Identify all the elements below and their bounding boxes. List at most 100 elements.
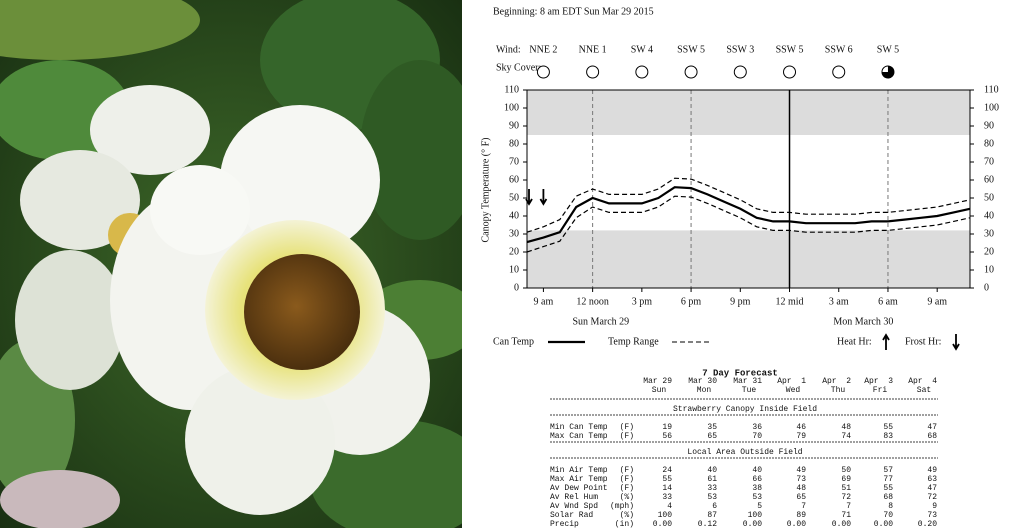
column-day: Sat xyxy=(917,386,931,395)
cell: 89 xyxy=(796,511,806,520)
sky-cover-icon xyxy=(733,65,747,79)
sky-cover-icon xyxy=(783,65,797,79)
sky-cover-label: Sky Cover: xyxy=(496,62,541,73)
column-day: Wed xyxy=(786,386,801,395)
frost-label: Frost Hr: xyxy=(905,336,941,347)
cell: 7 xyxy=(846,502,851,511)
cell: 47 xyxy=(927,484,937,493)
frost-legend-arrow xyxy=(952,334,960,351)
cell: 7 xyxy=(801,502,806,511)
wind-label: NNE 2 xyxy=(529,44,557,55)
cell: 5 xyxy=(757,502,762,511)
sky-cover-icon xyxy=(635,65,649,79)
row-label: Min Can Temp xyxy=(550,423,608,432)
y-tick-label: 70 xyxy=(509,156,519,167)
x-tick-label: 9 am xyxy=(534,296,554,307)
wind-label: SSW 5 xyxy=(776,44,804,55)
cell: 35 xyxy=(707,423,717,432)
series-line xyxy=(526,177,971,233)
cell: 50 xyxy=(841,466,851,475)
row-label: Av Rel Hum xyxy=(550,493,598,502)
x-group-label: Sun March 29 xyxy=(572,316,629,327)
wind-label: NNE 1 xyxy=(579,44,607,55)
cell: 0.00 xyxy=(743,520,762,528)
row-label: Max Can Temp xyxy=(550,432,608,441)
photo xyxy=(0,0,490,528)
shaded-band xyxy=(527,90,970,135)
cell: 79 xyxy=(796,432,806,441)
cell: 55 xyxy=(662,475,672,484)
y-tick-label: 110 xyxy=(504,84,519,95)
row-unit: (%) xyxy=(620,493,634,502)
row-label: Precip xyxy=(550,520,579,528)
cell: 69 xyxy=(841,475,851,484)
column-day: Fri xyxy=(873,386,888,395)
x-tick-label: 6 pm xyxy=(681,296,702,307)
x-tick-label: 12 mid xyxy=(775,296,803,307)
wind-label: Wind: xyxy=(496,44,521,55)
cell: 56 xyxy=(662,432,672,441)
cell: 0.00 xyxy=(787,520,806,528)
cell: 68 xyxy=(883,493,893,502)
sky-cover-icon xyxy=(832,65,846,79)
column-date: Mar 30 xyxy=(688,377,717,386)
row-unit: (F) xyxy=(620,466,634,475)
y2-tick-label: 60 xyxy=(984,174,994,185)
column-day: Sun xyxy=(652,386,667,395)
cell: 38 xyxy=(752,484,762,493)
forecast-title: 7 Day Forecast xyxy=(702,368,778,378)
cell: 63 xyxy=(927,475,937,484)
cell: 4 xyxy=(667,502,672,511)
y2-tick-label: 20 xyxy=(984,246,994,257)
cell: 74 xyxy=(841,432,851,441)
cell: 53 xyxy=(752,493,762,502)
y-tick-label: 50 xyxy=(509,192,519,203)
cell: 55 xyxy=(883,423,893,432)
cell: 40 xyxy=(752,466,762,475)
row-label: Min Air Temp xyxy=(550,466,608,475)
sky-cover-icon xyxy=(586,65,600,79)
y2-tick-label: 110 xyxy=(984,84,999,95)
cell: 40 xyxy=(707,466,717,475)
cell: 51 xyxy=(841,484,851,493)
cell: 0.00 xyxy=(653,520,672,528)
y2-tick-label: 80 xyxy=(984,138,994,149)
plot-frame xyxy=(526,89,971,289)
column-date: Apr 2 xyxy=(822,377,851,386)
wind-label: SW 5 xyxy=(877,44,899,55)
cell: 61 xyxy=(707,475,717,484)
cell: 0.12 xyxy=(698,520,717,528)
cell: 57 xyxy=(883,466,893,475)
row-label: Solar Rad xyxy=(550,511,593,520)
section-title: Local Area Outside Field xyxy=(687,448,802,457)
cell: 46 xyxy=(796,423,806,432)
cell: 9 xyxy=(932,502,937,511)
shaded-band xyxy=(527,230,970,288)
cell: 33 xyxy=(707,484,717,493)
x-group-label: Mon March 30 xyxy=(833,316,893,327)
row-unit: (in) xyxy=(615,520,634,528)
section-title: Strawberry Canopy Inside Field xyxy=(673,405,817,414)
row-unit: (%) xyxy=(620,511,634,520)
cell: 6 xyxy=(712,502,717,511)
column-day: Mon xyxy=(697,386,712,395)
y-tick-label: 10 xyxy=(509,264,519,275)
row-label: Av Dew Point xyxy=(550,484,608,493)
cell: 83 xyxy=(883,432,893,441)
cell: 24 xyxy=(662,466,672,475)
cell: 33 xyxy=(662,493,672,502)
cell: 36 xyxy=(752,423,762,432)
x-tick-label: 12 noon xyxy=(576,296,609,307)
y2-tick-label: 50 xyxy=(984,192,994,203)
cell: 65 xyxy=(796,493,806,502)
y-axis-label: Canopy Temperature (° F) xyxy=(480,137,491,242)
cell: 73 xyxy=(927,511,937,520)
row-unit: (F) xyxy=(620,423,634,432)
wind-label: SSW 6 xyxy=(825,44,853,55)
y-tick-label: 80 xyxy=(509,138,519,149)
y-tick-label: 100 xyxy=(504,102,519,113)
cell: 87 xyxy=(707,511,717,520)
column-date: Apr 3 xyxy=(864,377,893,386)
x-tick-label: 3 pm xyxy=(632,296,653,307)
x-tick-label: 6 am xyxy=(878,296,898,307)
